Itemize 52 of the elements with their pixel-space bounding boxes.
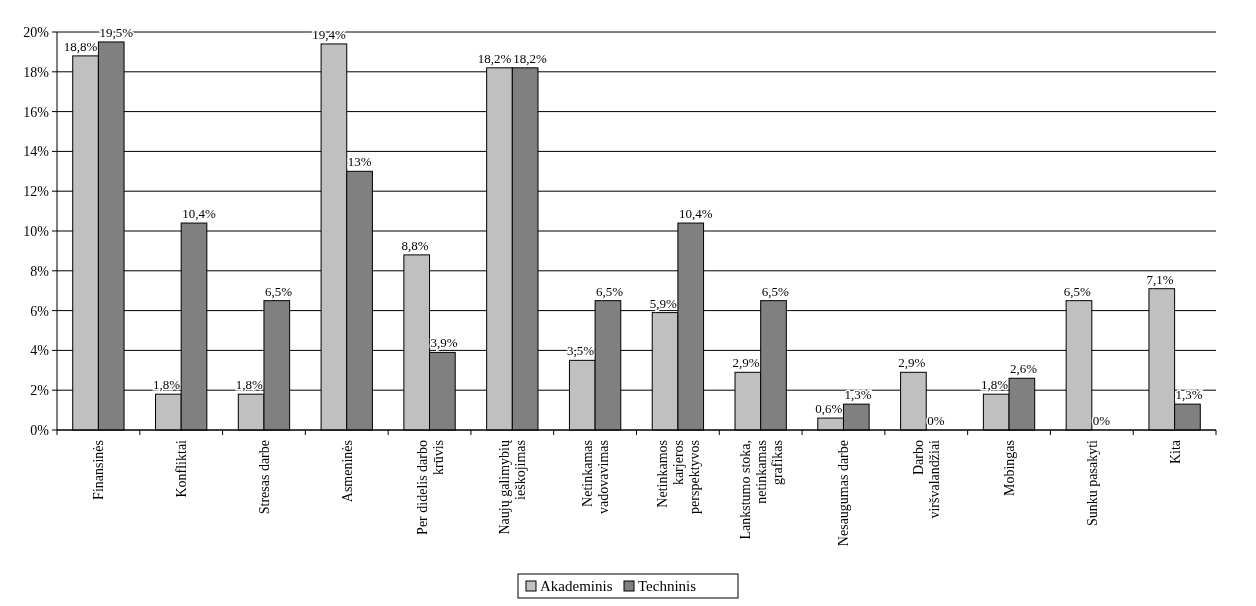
data-label: 0% [1092, 413, 1111, 428]
data-label: 18,2% [477, 50, 512, 66]
y-tick-label: 10% [23, 223, 50, 239]
data-label: 8,8% [401, 237, 429, 253]
x-tick-label: Darbo viršvalandžiai [911, 439, 943, 519]
y-tick-label: 6% [30, 303, 50, 319]
data-label: 0% [927, 413, 945, 428]
data-label: 6,5% [761, 283, 789, 299]
y-tick-label: 8% [30, 263, 50, 279]
x-tick-label: Kita [1167, 439, 1183, 465]
x-tick-label: Nesaugumas darbe [836, 440, 852, 547]
data-label: 2,9% [732, 355, 760, 371]
y-tick-label: 4% [30, 343, 50, 359]
y-tick-label: 0% [30, 422, 50, 438]
data-label: 0,6% [815, 401, 843, 417]
y-tick-label: 2% [30, 383, 50, 399]
data-label: 6,5% [596, 283, 624, 299]
data-label: 6,5% [1063, 283, 1091, 299]
data-label: 3,9% [430, 335, 458, 351]
x-tick-label: Stresas darbe [256, 440, 272, 515]
x-tick-label: Finansinės [91, 440, 107, 500]
data-label: 19,5% [99, 24, 134, 40]
y-tick-label: 18% [23, 64, 50, 80]
data-label: 13% [347, 154, 372, 170]
data-label: 5,9% [649, 295, 678, 311]
data-label: 6,5% [264, 283, 293, 299]
x-tick-label: Mobingas [1002, 440, 1018, 496]
legend-label: Techninis [638, 578, 697, 595]
x-tick-label: Naujų galimybių ieškojimas [497, 440, 529, 535]
y-tick-label: 12% [23, 184, 50, 200]
x-tick-label: Lankstumo stoka, netinkamas grafikas [737, 440, 785, 540]
data-label: 2,6% [1010, 361, 1038, 377]
y-tick-label: 14% [23, 144, 50, 160]
y-tick-label: 20% [23, 24, 50, 40]
data-label: 1,8% [153, 377, 181, 393]
data-label: 1,3% [844, 387, 872, 403]
data-label: 1,3% [1175, 387, 1203, 403]
y-tick-label: 16% [23, 104, 50, 120]
data-label: 10,4% [678, 206, 713, 222]
data-label: 18,2% [513, 50, 548, 66]
data-label: 7,1% [1146, 271, 1174, 287]
x-tick-label: Asmeninės [339, 440, 355, 503]
data-label: 2,9% [898, 355, 926, 371]
data-label: 1,8% [235, 377, 264, 393]
x-tick-label: Konfliktai [174, 439, 190, 498]
data-label: 1,8% [980, 377, 1009, 393]
x-tick-label: Per didelis darbo krūvis [414, 440, 446, 535]
data-label: 19,4% [312, 26, 346, 42]
legend-label: Akademinis [540, 578, 613, 595]
data-label: 10,4% [182, 206, 216, 222]
data-label: 18,8% [63, 38, 98, 54]
x-tick-label: Sunku pasakyti [1084, 439, 1100, 526]
